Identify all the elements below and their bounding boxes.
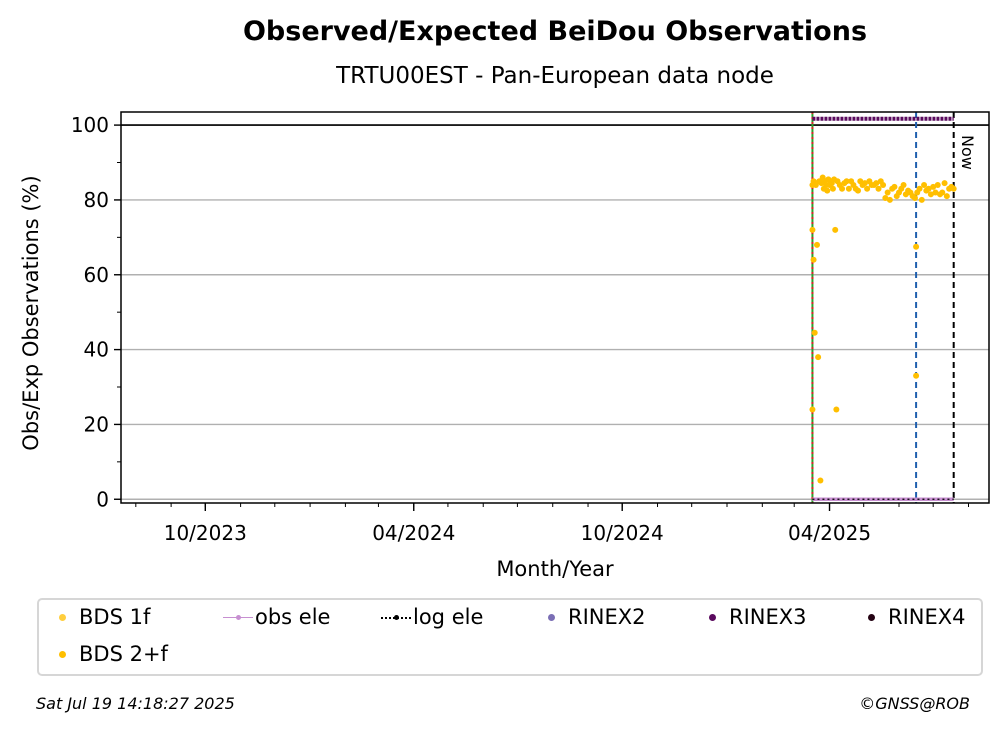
plot-frame [120,111,990,504]
data-point [913,243,920,250]
generated-timestamp: Sat Jul 19 14:18:27 2025 [36,694,235,713]
data-point [927,191,934,198]
data-point [932,189,939,196]
data-point [824,187,831,194]
legend-item-bds-2f: BDS 2+f [53,642,168,666]
data-point [939,189,946,196]
legend-label: BDS 2+f [79,642,168,666]
data-point [900,181,907,188]
legend-label: RINEX4 [888,605,966,629]
data-point [921,181,928,188]
legend-label: log ele [413,605,484,629]
data-point [839,185,846,192]
copyright-notice: ©GNSS@ROB [859,694,970,713]
data-point [916,185,923,192]
bds-2f-marker-icon [59,651,66,658]
data-point [813,241,820,248]
x-tick-label: 04/2024 [372,521,455,545]
data-point [809,226,816,233]
data-point [811,329,818,336]
data-point [913,372,920,379]
legend-label: RINEX3 [729,605,807,629]
data-point [810,256,817,263]
legend-item-rinex3: RINEX3 [703,605,807,629]
data-point [832,226,839,233]
vertical-markers [811,112,955,503]
data-point [943,193,950,200]
legend: BDS 1f BDS 2+f obs ele log ele RINEX2 RI… [37,598,983,676]
data-point [886,196,893,203]
data-point [855,187,862,194]
rinex2-marker-icon [548,614,555,621]
data-point [829,185,836,192]
data-point [873,180,880,187]
y-tick-label: 40 [84,338,109,362]
obs-ele-marker-icon [236,615,241,620]
legend-label: obs ele [255,605,331,629]
data-point [950,185,957,192]
data-points [809,116,957,502]
data-point [934,181,941,188]
data-point [845,185,852,192]
axis-ticks: 0 20 40 60 80 100 10/2023 04/2024 10/2024 04/2025 [71,113,969,545]
data-point [911,195,918,202]
data-point [884,189,891,196]
data-point [880,181,887,188]
legend-item-log-ele: log ele [381,605,484,629]
x-tick-label: 10/2024 [581,521,664,545]
y-axis-label: Obs/Exp Observations (%) [19,175,43,450]
data-point [864,185,871,192]
data-point [843,178,850,185]
data-point [815,354,822,361]
y-tick-label: 20 [84,412,109,436]
x-tick-label: 10/2023 [164,521,247,545]
gridlines [121,124,989,500]
data-point [925,185,932,192]
y-tick-label: 0 [96,487,109,511]
legend-item-obs-ele: obs ele [223,605,331,629]
x-axis-label: Month/Year [496,557,614,581]
legend-item-rinex2: RINEX2 [542,605,646,629]
bds-1f-marker-icon [59,614,66,621]
x-tick-label: 04/2025 [788,521,871,545]
data-point [809,406,816,413]
y-tick-label: 80 [84,188,109,212]
chart-title: Observed/Expected BeiDou Observations [242,16,868,47]
y-tick-label: 100 [71,113,109,137]
log-ele-marker-icon [394,615,399,620]
data-point [817,477,824,484]
legend-label: BDS 1f [79,605,151,629]
data-point [882,195,889,202]
legend-item-rinex4: RINEX4 [862,605,966,629]
chart-subtitle: TRTU00EST - Pan-European data node [336,63,774,89]
y-tick-label: 60 [84,263,109,287]
rinex4-marker-icon [868,614,875,621]
legend-item-bds-1f: BDS 1f [53,605,150,629]
data-point [930,183,937,190]
now-label: Now [958,135,977,170]
data-point [941,180,948,187]
legend-label: RINEX2 [568,605,646,629]
data-point [875,185,882,192]
data-point [861,180,868,187]
rinex3-marker-icon [709,614,716,621]
data-point [891,183,898,190]
data-point [833,406,840,413]
data-point [918,196,925,203]
